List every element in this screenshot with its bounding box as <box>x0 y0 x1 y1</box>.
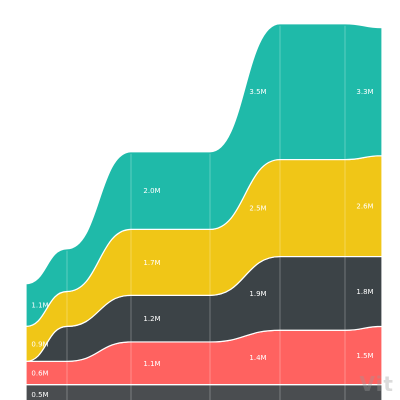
value-label: 1.9M <box>249 290 266 298</box>
vertical-gridlines <box>25 25 383 400</box>
value-label: 1.4M <box>249 354 266 362</box>
value-labels: 0.5M 0.6M 1.1M 1.4M 1.5M 1.2M 1.9M 1.8M 0.9M 1.7M… <box>31 88 373 399</box>
watermark-logo: Vit <box>359 372 394 396</box>
value-label: 1.2M <box>143 315 160 323</box>
value-label: 3.3M <box>356 88 373 96</box>
value-label: 1.5M <box>356 352 373 360</box>
value-label: 1.8M <box>356 288 373 296</box>
value-label: 2.0M <box>143 187 160 195</box>
value-label: 0.5M <box>31 391 48 399</box>
area-layer-5 <box>25 23 383 328</box>
value-label: 3.5M <box>249 88 266 96</box>
area-layers <box>25 23 383 400</box>
value-label: 2.6M <box>356 203 373 211</box>
value-label: 0.6M <box>31 369 48 377</box>
value-label: 1.1M <box>31 302 48 310</box>
area-layer-1 <box>25 384 383 400</box>
value-label: 1.7M <box>143 259 160 267</box>
value-label: 2.5M <box>249 205 266 213</box>
value-label: 0.9M <box>31 340 48 348</box>
value-label: 1.1M <box>143 360 160 368</box>
